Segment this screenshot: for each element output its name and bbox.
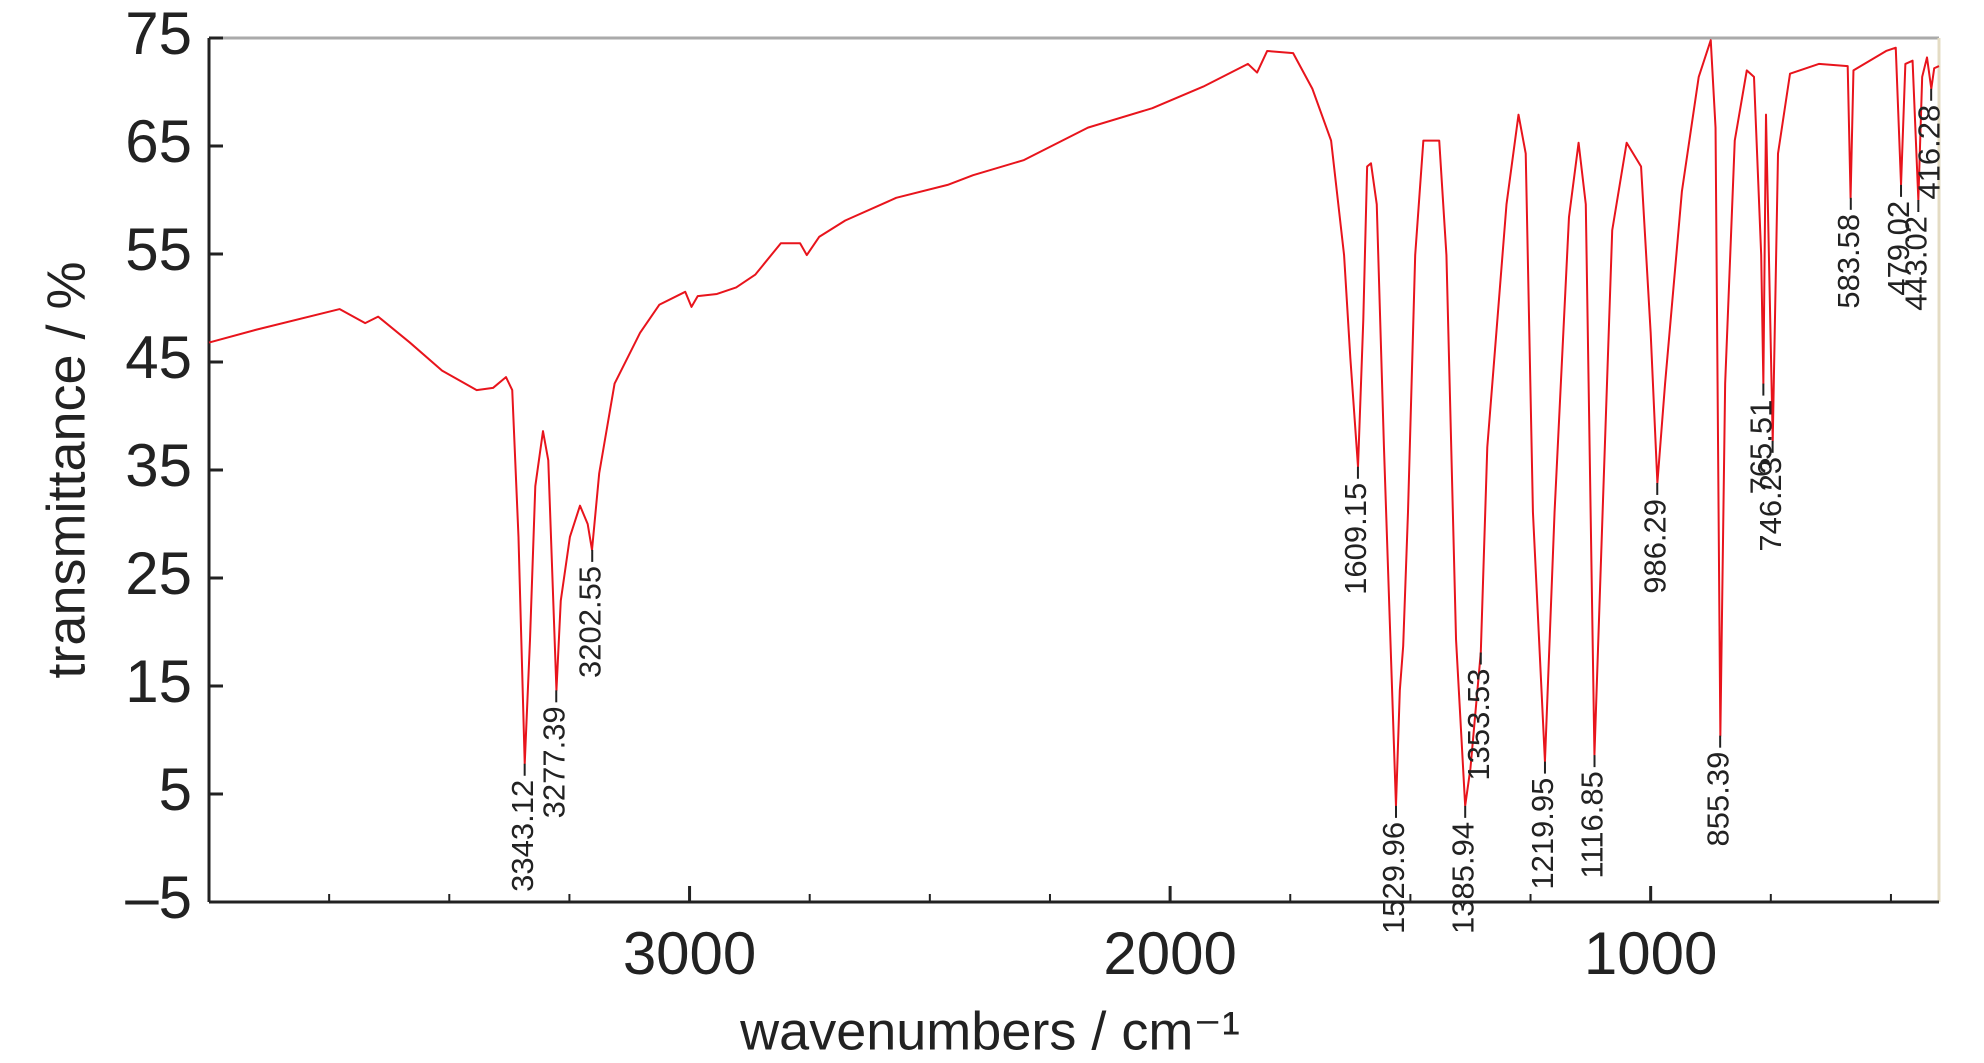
peak-label: 3202.55 [572, 566, 607, 678]
y-tick-label: 25 [125, 540, 192, 607]
x-tick-label: 3000 [623, 920, 756, 987]
peak-label: 583.58 [1831, 214, 1866, 309]
y-tick-label: 45 [125, 324, 192, 391]
y-tick-label: –5 [125, 864, 192, 931]
y-tick-label: 15 [125, 648, 192, 715]
peak-label: 1609.15 [1338, 483, 1373, 595]
peak-label: 1529.96 [1376, 822, 1411, 934]
peak-label: 1385.94 [1445, 822, 1480, 934]
peak-label: 443.02 [1899, 216, 1934, 311]
peak-label: 1353.53 [1461, 669, 1496, 781]
x-tick-label: 1000 [1584, 920, 1717, 987]
y-tick-label: 75 [125, 0, 192, 67]
peak-label: 986.29 [1637, 499, 1672, 594]
y-tick-label: 55 [125, 216, 192, 283]
peak-label: 3343.12 [505, 780, 540, 892]
peak-label: 416.28 [1911, 105, 1946, 200]
peak-label: 479.02 [1881, 201, 1916, 296]
peak-label: 3277.39 [536, 706, 571, 818]
x-tick-label: 2000 [1103, 920, 1236, 987]
peak-label: 855.39 [1700, 752, 1735, 847]
y-axis-title: transmittance / % [36, 261, 96, 678]
spectrum-line [208, 39, 1940, 807]
peak-label: 1116.85 [1575, 771, 1610, 878]
y-tick-label: 5 [159, 756, 192, 823]
y-tick-label: 35 [125, 432, 192, 499]
x-axis-title: wavenumbers / cm⁻¹ [739, 1001, 1240, 1061]
peak-label: 746.23 [1753, 457, 1788, 552]
peak-label: 1219.95 [1525, 778, 1560, 890]
y-tick-label: 65 [125, 108, 192, 175]
